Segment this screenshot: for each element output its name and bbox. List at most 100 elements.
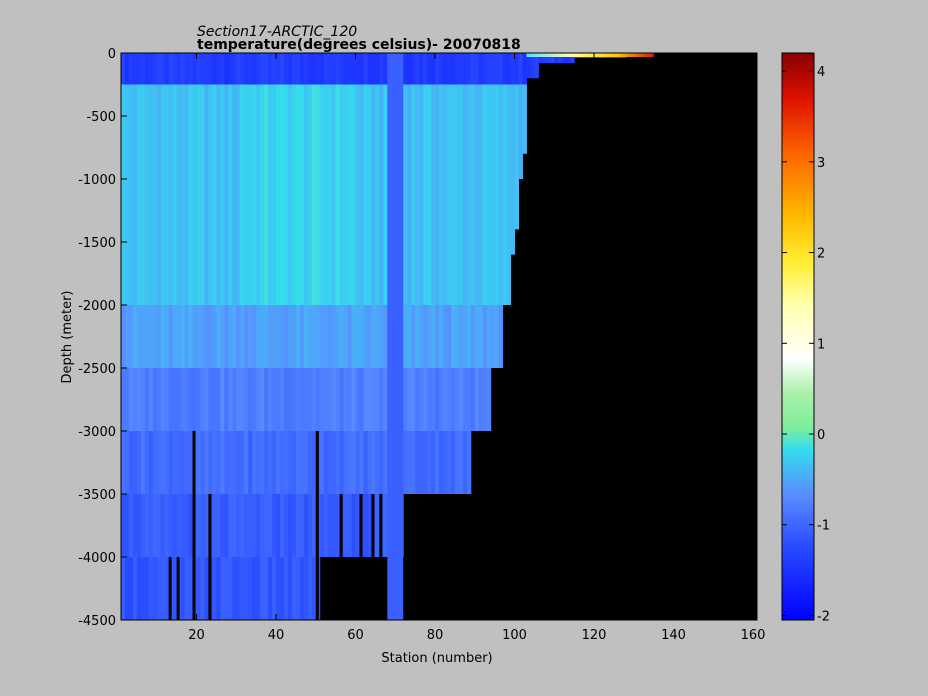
heatmap-cell [244, 557, 249, 620]
heatmap-cell [188, 84, 194, 305]
heatmap-cell [172, 557, 178, 620]
heatmap-cell [176, 84, 182, 305]
heatmap-cell [280, 53, 285, 85]
heatmap-cell [339, 368, 345, 431]
heatmap-cell [236, 84, 241, 305]
heatmap-cell [160, 53, 166, 85]
heatmap-cell [272, 305, 277, 368]
heatmap-cell [291, 53, 297, 85]
heatmap-cell [124, 368, 130, 431]
heatmap-cell [140, 494, 146, 557]
heatmap-cell [128, 431, 134, 494]
heatmap-cell [121, 368, 126, 431]
heatmap-cell [220, 53, 225, 85]
heatmap-cell [196, 305, 201, 368]
heatmap-cell [280, 557, 285, 620]
y-tick-label: -2500 [78, 362, 116, 377]
colorbar-ticks: -2 -1 0 1 2 3 4 [782, 65, 830, 624]
heatmap-cell [534, 53, 539, 79]
heatmap-cell [240, 368, 245, 431]
heatmap-cell [315, 84, 321, 305]
heatmap-cell [411, 431, 416, 494]
heatmap-cell [375, 368, 380, 431]
heatmap-cell [299, 431, 305, 494]
heatmap-cell [252, 557, 257, 620]
heatmap-cell [260, 494, 265, 557]
heatmap-cell [176, 431, 182, 494]
heatmap-cell [446, 305, 452, 368]
heatmap-cell [315, 305, 321, 368]
heatmap-cell [132, 494, 138, 557]
heatmap-cell [156, 53, 162, 85]
heatmap-cell [403, 53, 408, 85]
heatmap-cell [248, 368, 253, 431]
heatmap-cell [216, 84, 221, 305]
heatmap-cell [415, 368, 420, 431]
heatmap-cell [359, 368, 364, 431]
heatmap-cell [379, 84, 384, 305]
heatmap-cell [411, 53, 416, 85]
heatmap-cell [347, 494, 353, 557]
x-axis-ticks: 20 40 60 80 100 120 140 160 [188, 53, 765, 643]
heatmap-cell [435, 368, 440, 431]
heatmap-cell [450, 305, 456, 368]
heatmap-cell [236, 494, 241, 557]
heatmap-cell [160, 368, 166, 431]
heatmap-cell [200, 368, 205, 431]
heatmap-cell [419, 368, 424, 431]
heatmap-cell [264, 84, 269, 305]
heatmap-cell [331, 305, 337, 368]
heatmap-cell [244, 431, 249, 494]
colorbar-tick-label: 0 [817, 428, 825, 443]
heatmap-cell [335, 53, 341, 85]
missing-data-gap [371, 494, 375, 557]
heatmap-cell [216, 431, 221, 494]
heatmap-cell [303, 368, 309, 431]
heatmap-cell [180, 53, 186, 85]
heatmap-cell [228, 494, 233, 557]
heatmap-cell [276, 84, 281, 305]
heatmap-cell [295, 368, 301, 431]
heatmap-cell [268, 557, 273, 620]
heatmap-cell [192, 368, 198, 431]
heatmap-cell [446, 84, 452, 305]
heatmap-cell [303, 305, 309, 368]
heatmap-cell [379, 431, 384, 494]
heatmap-cell [295, 84, 301, 305]
heatmap-cell [498, 53, 504, 85]
heatmap-cell [458, 84, 464, 305]
heatmap-cell [431, 84, 436, 305]
heatmap-cell [343, 305, 349, 368]
heatmap-cell [283, 305, 289, 368]
heatmap-cell [276, 305, 281, 368]
heatmap-cell [224, 494, 229, 557]
heatmap-cell [299, 305, 305, 368]
heatmap-cell [375, 84, 380, 305]
heatmap-cell [180, 305, 186, 368]
heatmap-cell [335, 494, 341, 557]
heatmap-cell [411, 368, 416, 431]
y-tick-label: -4500 [78, 614, 116, 629]
heatmap-cell [144, 431, 150, 494]
heatmap-cell [339, 53, 345, 85]
heatmap-cell [355, 53, 360, 85]
heatmap-cell [240, 53, 245, 85]
heatmap-cell [482, 305, 488, 368]
heatmap-cell [371, 53, 376, 85]
heatmap-cell [415, 84, 420, 305]
heatmap-cell [474, 305, 480, 368]
heatmap-cell [121, 84, 126, 305]
heatmap-cell [216, 305, 221, 368]
heatmap-cell [423, 368, 428, 431]
chart-subtitle: temperature(degrees celsius)- 20070818 [197, 37, 521, 53]
heatmap-cell [323, 53, 329, 85]
heatmap-cell [383, 368, 388, 431]
heatmap-cell [439, 84, 444, 305]
heatmap-cell [371, 368, 376, 431]
heatmap-cell [236, 53, 241, 85]
heatmap-cell [252, 494, 257, 557]
heatmap-cell [383, 431, 388, 494]
heatmap-cell [128, 305, 134, 368]
colorbar-tick-label: 2 [817, 247, 825, 262]
heatmap-cell [450, 368, 456, 431]
